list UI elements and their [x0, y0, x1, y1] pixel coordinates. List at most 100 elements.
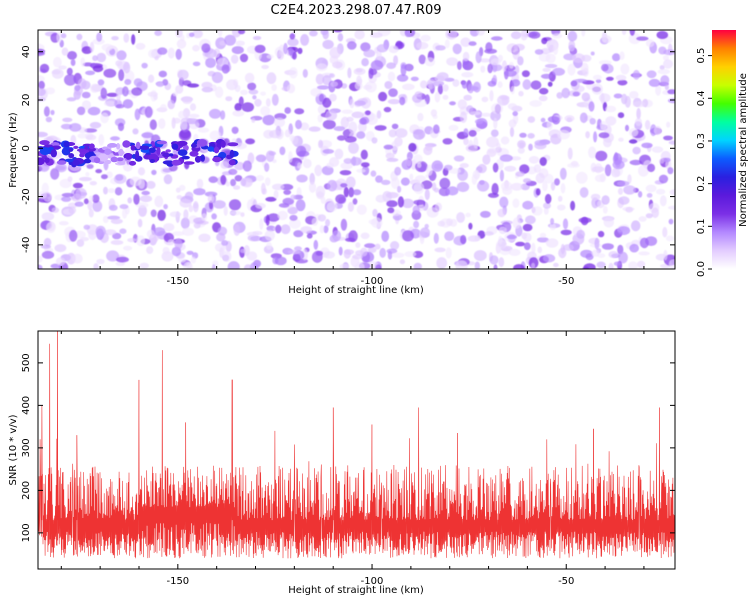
- heatmap-cell: [243, 264, 253, 269]
- heatmap-cell: [167, 99, 175, 110]
- heatmap-cell: [212, 156, 222, 163]
- heatmap-cell: [352, 198, 358, 205]
- heatmap-cell: [668, 205, 675, 210]
- heatmap-cell: [80, 57, 86, 67]
- snr-ytick-label: 100: [21, 523, 32, 542]
- heatmap-cell: [653, 125, 662, 136]
- heatmap-cell: [309, 30, 318, 37]
- heatmap-cell: [512, 111, 518, 117]
- colorbar-ticks: 0.0 0.1 0.2 0.3 0.4 0.5: [696, 48, 712, 277]
- heatmap-cell: [201, 43, 211, 53]
- heatmap-cell: [233, 185, 241, 190]
- heatmap-cell: [602, 206, 608, 214]
- heatmap-cell: [629, 243, 639, 253]
- heatmap-cell: [302, 158, 312, 169]
- heatmap-cell: [235, 40, 245, 46]
- heatmap-xtick-label: -100: [361, 276, 384, 287]
- heatmap-cell: [255, 154, 267, 163]
- heatmap-cell: [277, 50, 284, 60]
- heatmap-cell: [490, 129, 499, 137]
- heatmap-cell: [289, 33, 296, 40]
- heatmap-cell: [329, 47, 342, 59]
- heatmap-cell: [333, 30, 343, 33]
- heatmap-cell: [519, 164, 530, 174]
- heatmap-cell: [463, 128, 469, 137]
- heatmap-cell: [603, 124, 612, 135]
- heatmap-cell: [188, 113, 200, 118]
- heatmap-cell: [266, 72, 277, 85]
- heatmap-cell: [394, 166, 402, 176]
- heatmap-cell: [453, 155, 465, 162]
- heatmap-cell: [309, 172, 316, 185]
- heatmap-cell: [220, 160, 229, 169]
- heatmap-cell: [88, 195, 94, 202]
- heatmap-cell: [484, 231, 494, 236]
- snr-panel: -150 -100 -50 100 200 300 400 500 Height of str…: [8, 330, 676, 596]
- heatmap-cell: [413, 182, 425, 195]
- heatmap-cell: [123, 245, 133, 251]
- heatmap-cell: [388, 88, 398, 97]
- heatmap-cell: [225, 181, 230, 187]
- heatmap-cell: [275, 224, 282, 234]
- heatmap-cell: [612, 160, 625, 170]
- heatmap-cell: [363, 84, 373, 90]
- heatmap-cell: [349, 98, 355, 109]
- heatmap-cell: [385, 152, 395, 160]
- heatmap-cell: [213, 200, 226, 209]
- heatmap-cell: [88, 229, 97, 241]
- heatmap-cell: [570, 200, 576, 211]
- heatmap-cell: [374, 243, 381, 250]
- heatmap-cell: [97, 79, 105, 86]
- heatmap-cell: [651, 146, 664, 153]
- heatmap-cell: [254, 98, 262, 107]
- heatmap-cell: [68, 153, 75, 159]
- heatmap-cell: [104, 148, 112, 155]
- heatmap-cell: [355, 242, 361, 248]
- heatmap-cell: [325, 219, 331, 227]
- heatmap-cell: [225, 96, 233, 102]
- heatmap-cell: [189, 32, 195, 38]
- heatmap-cell: [456, 212, 465, 223]
- heatmap-cell: [547, 81, 553, 87]
- heatmap-cell: [61, 192, 74, 198]
- heatmap-cell: [131, 87, 143, 96]
- heatmap-cell: [287, 38, 299, 47]
- heatmap-cell: [562, 244, 575, 251]
- heatmap-cell: [178, 258, 187, 263]
- heatmap-cell: [227, 261, 240, 269]
- heatmap-cell: [295, 119, 302, 130]
- heatmap-cell: [388, 129, 397, 138]
- heatmap-cell: [176, 195, 183, 200]
- heatmap-cell: [234, 175, 243, 182]
- heatmap-cell: [180, 118, 188, 131]
- heatmap-cell: [433, 124, 440, 134]
- heatmap-cell: [220, 140, 226, 148]
- heatmap-xlabel: Height of straight line (km): [288, 285, 424, 296]
- heatmap-cell: [343, 249, 351, 259]
- heatmap-cell: [523, 178, 532, 184]
- heatmap-cell: [466, 105, 474, 113]
- heatmap-cell: [461, 81, 468, 89]
- heatmap-cell: [297, 162, 302, 169]
- heatmap-cell: [231, 46, 244, 55]
- heatmap-cell: [101, 174, 108, 180]
- heatmap-cell: [277, 210, 288, 221]
- heatmap-cell: [316, 63, 328, 72]
- heatmap-cell: [492, 162, 499, 173]
- heatmap-cell: [632, 69, 641, 80]
- heatmap-cell: [196, 178, 204, 189]
- heatmap-cell: [190, 256, 197, 264]
- heatmap-cell: [283, 42, 288, 55]
- heatmap-cell: [413, 129, 426, 140]
- heatmap-cell: [80, 237, 89, 242]
- heatmap-cell: [581, 54, 592, 62]
- heatmap-cell: [154, 30, 162, 36]
- heatmap-cell: [648, 78, 661, 87]
- heatmap-cell: [327, 179, 338, 192]
- heatmap-cell: [116, 143, 121, 150]
- heatmap-cell: [223, 205, 228, 216]
- heatmap-cell: [339, 170, 352, 176]
- heatmap-cell: [540, 48, 552, 55]
- heatmap-cell: [58, 221, 69, 226]
- heatmap-cell: [116, 90, 121, 102]
